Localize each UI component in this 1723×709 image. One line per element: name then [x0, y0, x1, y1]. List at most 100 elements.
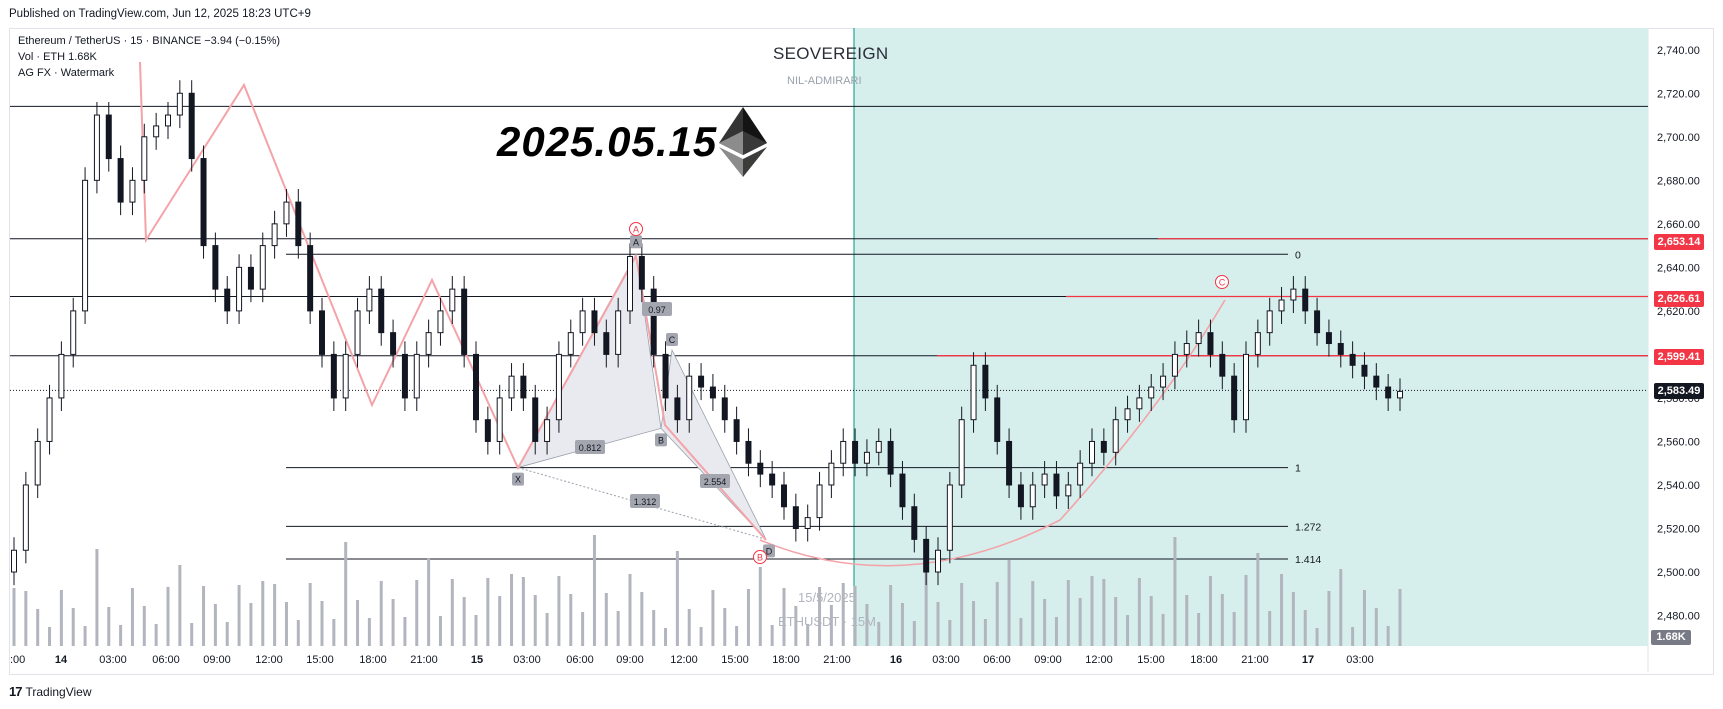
legend-symbol[interactable]: Ethereum / TetherUS · 15 · BINANCE −3.94…: [18, 35, 281, 47]
x-tick-label: 03:00: [1346, 654, 1374, 666]
candle-body: [390, 332, 397, 355]
zigzag-line: [139, 61, 767, 541]
harmonic-ratio-label: 2.554: [704, 477, 727, 487]
x-tick-label: 06:00: [152, 654, 180, 666]
candle-body: [93, 114, 100, 181]
candle-body: [1397, 390, 1403, 399]
volume-bar: [356, 600, 360, 646]
x-tick-label: 15:00: [306, 654, 334, 666]
candle-body: [555, 353, 562, 421]
x-tick-label: 09:00: [203, 654, 231, 666]
candle-body: [1195, 332, 1202, 345]
volume-bar: [853, 586, 857, 646]
big-date-annotation: 2025.05.15: [497, 118, 718, 165]
volume-bar: [1031, 581, 1035, 646]
volume-bar: [770, 625, 774, 646]
candle-body: [1325, 332, 1332, 345]
candle-body: [70, 310, 77, 355]
volume-bar: [557, 576, 561, 646]
harmonic-point-box: [655, 433, 667, 447]
volume-bar: [735, 626, 739, 646]
watermark-subtitle: NIL-ADMIRARI: [787, 75, 862, 87]
candle-body: [1183, 343, 1190, 355]
volume-bar: [95, 549, 99, 646]
legend-volume[interactable]: Vol · ETH 1.68K: [18, 51, 97, 63]
price-tag-last: 2,583.49: [1654, 383, 1704, 399]
volume-bar: [486, 578, 490, 646]
volume-bar: [225, 622, 229, 646]
candle-body: [650, 288, 657, 355]
volume-bar: [960, 583, 964, 646]
harmonic-ratio-box: [630, 494, 660, 508]
tradingview-logo-text: TradingView: [25, 684, 92, 699]
candle-body: [1160, 375, 1167, 388]
volume-bar: [889, 585, 893, 646]
pattern-circle-label: B: [757, 553, 763, 563]
volume-bar: [379, 581, 383, 646]
candle-body: [247, 266, 254, 290]
tradingview-mark-icon: 17: [9, 684, 23, 699]
candle-body: [354, 310, 361, 355]
volume-bar: [1090, 576, 1094, 646]
legend-indicator[interactable]: AG FX · Watermark: [18, 67, 115, 79]
volume-bar: [841, 583, 845, 646]
candle-body: [1041, 473, 1048, 486]
volume-bar: [1362, 590, 1366, 646]
x-tick-label: 09:00: [1034, 654, 1062, 666]
candle-body: [1337, 343, 1344, 355]
tradingview-logo[interactable]: 17 TradingView: [9, 684, 92, 699]
cup-curve: [759, 299, 1226, 567]
candle-body: [923, 538, 930, 573]
candle-body: [1006, 440, 1013, 486]
volume-bar: [794, 606, 798, 646]
volume-bar: [1220, 594, 1224, 646]
price-tag-2653: 2,653.14: [1654, 234, 1704, 250]
candle-body: [401, 353, 408, 399]
volume-bar: [628, 574, 632, 646]
candle-body: [1231, 375, 1238, 421]
x-tick-label: :00: [10, 654, 25, 666]
harmonic-point-box: [512, 472, 524, 486]
candle-body: [165, 114, 171, 127]
candle-body: [11, 549, 17, 573]
volume-bar: [48, 627, 52, 646]
candle-body: [781, 484, 787, 508]
volume-bar: [1173, 537, 1177, 646]
candle-body: [792, 506, 799, 529]
x-tick-label: 18:00: [1190, 654, 1218, 666]
volume-bar: [592, 535, 596, 646]
candle-body: [1089, 440, 1095, 464]
volume-bar: [284, 602, 288, 646]
volume-bar: [1126, 615, 1130, 646]
volume-bar: [829, 605, 833, 646]
volume-bar: [178, 565, 182, 646]
candle-body: [1243, 353, 1249, 421]
pattern-circle-marker: [1215, 275, 1229, 289]
candle-body: [852, 440, 859, 464]
volume-bar: [12, 588, 16, 646]
harmonic-ratio-label: 1.312: [634, 497, 657, 507]
volume-bar: [900, 603, 904, 646]
x-tick-label: 12:00: [255, 654, 283, 666]
candle-body: [532, 397, 539, 442]
y-tick-label: 2,560.00: [1657, 436, 1700, 448]
volume-bar: [1208, 576, 1212, 646]
x-tick-label: 12:00: [1085, 654, 1113, 666]
price-tag-2626: 2,626.61: [1654, 291, 1704, 307]
candle-body: [662, 353, 669, 399]
harmonic-ratio-label: 0.97: [648, 305, 666, 315]
volume-bar: [746, 589, 750, 646]
volume-bar: [924, 544, 928, 646]
candle-body: [1302, 288, 1309, 312]
candle-body: [1100, 440, 1107, 453]
volume-bar: [1386, 626, 1390, 646]
candle-body: [544, 419, 551, 442]
volume-bar: [1315, 628, 1319, 646]
candle-body: [875, 440, 882, 453]
volume-bar: [699, 627, 703, 646]
volume-bar: [249, 603, 253, 646]
candle-body: [295, 201, 302, 247]
candle-body: [1053, 473, 1060, 497]
volume-bar: [1256, 553, 1260, 646]
